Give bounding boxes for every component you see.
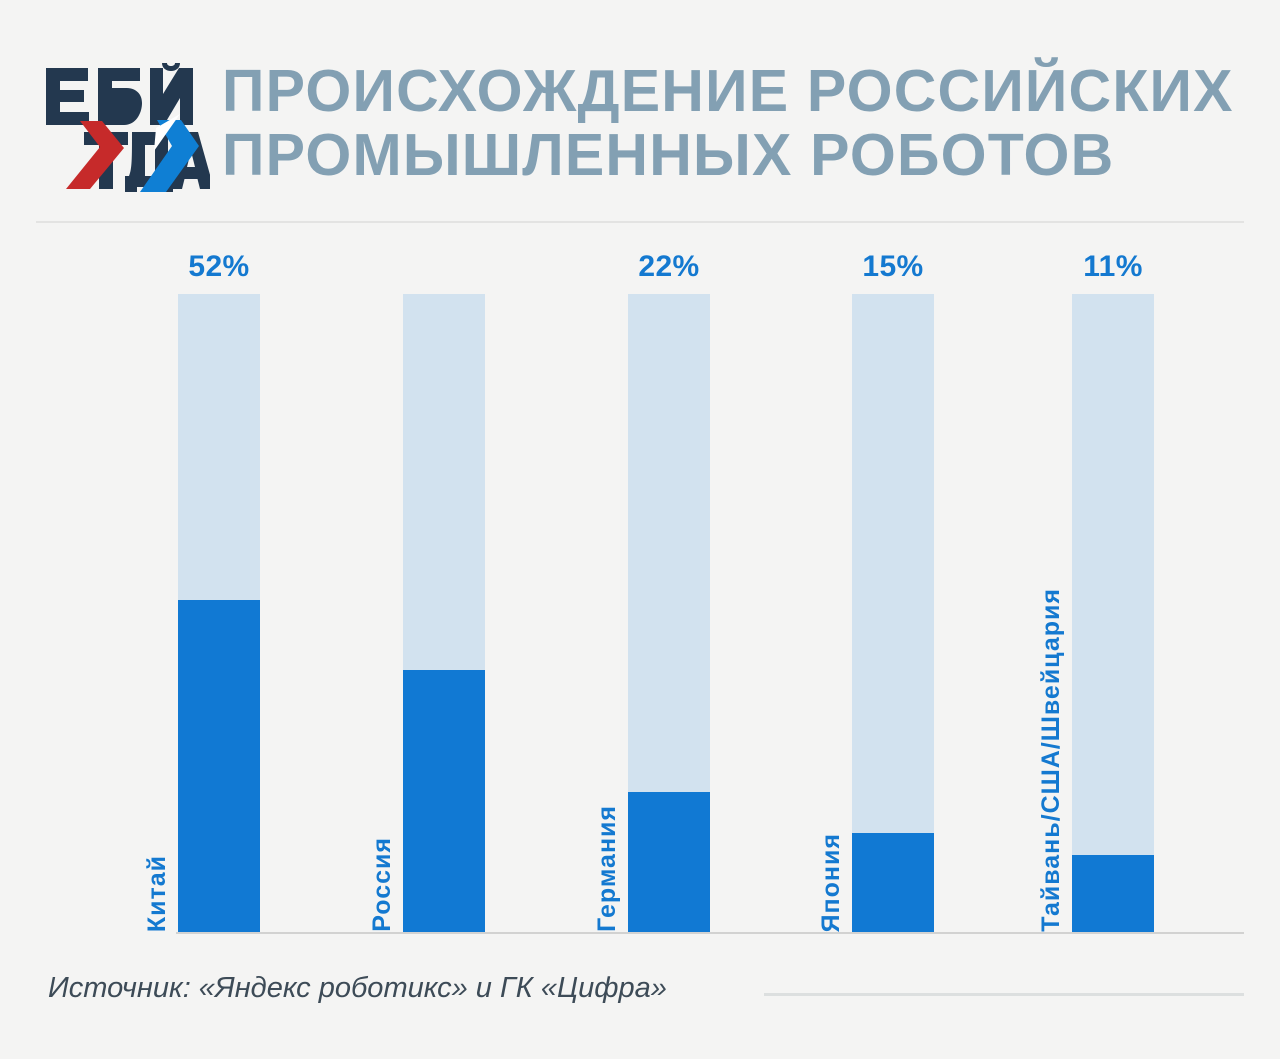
bar-value-japan: 15% — [862, 250, 924, 283]
bar-track-germany: Германия — [593, 294, 710, 932]
bar-label-china: Китай — [143, 854, 171, 932]
bar-label-japan: Япония — [817, 832, 845, 932]
bar-group-taiwan-usa-switzerland: 11% Тайвань/США/Швейцария — [1037, 240, 1154, 934]
bar-fill-japan — [852, 833, 934, 932]
page-title-line-1: ПРОИСХОЖДЕНИЕ РОССИЙСКИХ — [222, 58, 1234, 124]
bar-fill-germany — [628, 791, 710, 932]
bar-group-china: 52% Китай — [143, 240, 260, 934]
bar-chart: 52% Китай Россия 22% Германия 15% — [0, 240, 1280, 940]
bar-group-japan: 15% Япония — [817, 240, 934, 934]
bar-fill-china — [178, 600, 260, 932]
ebitda-logo — [44, 62, 214, 193]
header: ПРОИСХОЖДЕНИЕ РОССИЙСКИХ ПРОМЫШЛЕННЫХ РО… — [0, 0, 1280, 223]
bar-track-russia: Россия — [368, 294, 485, 932]
bar-fill-russia — [403, 670, 485, 932]
bar-track-china: Китай — [143, 294, 260, 932]
header-divider — [36, 221, 1244, 223]
bar-label-germany: Германия — [593, 805, 621, 932]
chart-baseline-axis — [176, 932, 1244, 934]
bar-value-china: 52% — [188, 250, 250, 283]
bar-group-germany: 22% Германия — [593, 240, 710, 934]
bar-value-taiwan-usa-switzerland: 11% — [1083, 250, 1143, 283]
bar-track-japan: Япония — [817, 294, 934, 932]
footer: Источник: «Яндекс роботикс» и ГК «Цифра» — [0, 960, 1280, 1059]
page-title: ПРОИСХОЖДЕНИЕ РОССИЙСКИХ ПРОМЫШЛЕННЫХ РО… — [222, 58, 1252, 188]
bar-fill-taiwan-usa-switzerland — [1072, 855, 1154, 932]
footer-divider — [764, 993, 1244, 996]
page-title-line-2: ПРОМЫШЛЕННЫХ РОБОТОВ — [222, 121, 1115, 188]
bar-group-russia: Россия — [368, 240, 485, 934]
source-attribution: Источник: «Яндекс роботикс» и ГК «Цифра» — [48, 972, 667, 1004]
bar-track-taiwan-usa-switzerland: Тайвань/США/Швейцария — [1037, 294, 1154, 932]
bar-label-russia: Россия — [368, 837, 396, 932]
bar-label-taiwan-usa-switzerland: Тайвань/США/Швейцария — [1037, 588, 1065, 932]
bar-value-germany: 22% — [638, 250, 700, 283]
